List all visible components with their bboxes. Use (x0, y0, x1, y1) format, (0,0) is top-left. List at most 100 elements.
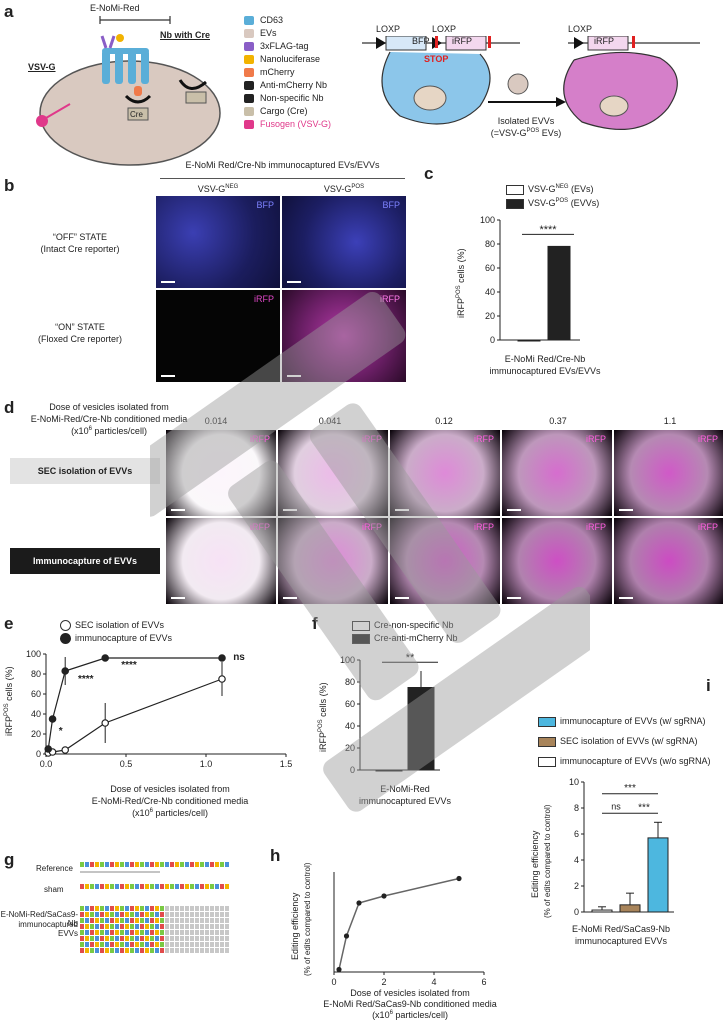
seq-base (210, 918, 214, 923)
seq-base (225, 912, 229, 917)
seq-base (180, 942, 184, 947)
dose-title-2: E-NoMi-Red/Cre-Nb conditioned media (30, 414, 188, 424)
seq-base (150, 942, 154, 947)
row-label-immuno: Immunocapture of EVVs (10, 548, 160, 574)
seq-base (215, 906, 219, 911)
seq-base (135, 918, 139, 923)
legend-a-item: Non-specific Nb (244, 92, 354, 105)
chart-e-xlabel-2: E-NoMi-Red/Cre-Nb conditioned media (91, 796, 249, 806)
chart-c-ylabel: iRFPPOS cells (%) (456, 248, 466, 318)
seq-base (140, 906, 144, 911)
seq-base (165, 918, 169, 923)
seq-base (90, 936, 94, 941)
seq-base (85, 884, 89, 889)
y-tick-label: 20 (485, 311, 495, 321)
seq-base (185, 930, 189, 935)
seq-base (200, 918, 204, 923)
seq-base (85, 924, 89, 929)
seq-base (225, 936, 229, 941)
seq-base (215, 884, 219, 889)
seq-base (130, 906, 134, 911)
seq-base (180, 930, 184, 935)
seq-base (170, 924, 174, 929)
chart-c-xlabel-1: E-NoMi Red/Cre-Nb (504, 354, 586, 364)
seq-base (80, 942, 84, 947)
seq-base (205, 862, 209, 867)
seq-base (150, 948, 154, 953)
seq-base (225, 924, 229, 929)
seq-base (120, 924, 124, 929)
seq-base (105, 948, 109, 953)
seq-base (200, 942, 204, 947)
isolated-evvs-label: Isolated EVVs (497, 116, 555, 126)
seq-base (180, 906, 184, 911)
seq-base (175, 906, 179, 911)
micrograph-dose: iRFP (614, 518, 723, 604)
seq-base (140, 942, 144, 947)
seq-base (90, 884, 94, 889)
seq-base (165, 862, 169, 867)
panel-label-c: c (424, 164, 434, 183)
seq-base (140, 930, 144, 935)
seq-base (120, 948, 124, 953)
panel-b-header-line (160, 178, 405, 179)
seq-base (115, 942, 119, 947)
chart-c: 0 20 40 60 80 100 **** (480, 215, 580, 345)
cre-label: Cre (130, 110, 143, 119)
y-tick-label: 100 (480, 215, 495, 225)
seq-base (165, 912, 169, 917)
seq-base (200, 948, 204, 953)
sig-label: *** (638, 803, 650, 814)
chart-f-xlabel-1: E-NoMi-Red (380, 784, 430, 794)
seq-base (150, 884, 154, 889)
seq-base (155, 924, 159, 929)
panel-label-b: b (4, 176, 15, 195)
bar (547, 245, 571, 341)
seq-base (160, 884, 164, 889)
seq-base (130, 884, 134, 889)
seq-base (220, 862, 224, 867)
y-tick-label: 8 (574, 803, 579, 813)
sig-label: **** (539, 224, 557, 236)
seq-base (145, 862, 149, 867)
seq-base (130, 862, 134, 867)
seq-base (80, 906, 84, 911)
seq-base (115, 936, 119, 941)
seq-base (80, 862, 84, 867)
seq-base (220, 884, 224, 889)
seq-base (85, 942, 89, 947)
data-point (218, 675, 226, 683)
seq-base (185, 862, 189, 867)
panel-label-f: f (312, 614, 318, 633)
legend-a-item: Cargo (Cre) (244, 105, 354, 118)
seq-base (125, 936, 129, 941)
bar (591, 909, 613, 913)
seq-base (180, 918, 184, 923)
seq-base (105, 930, 109, 935)
dose-label: 0.37 (549, 416, 567, 426)
seq-base (140, 924, 144, 929)
bar (619, 904, 641, 913)
seq-base (225, 862, 229, 867)
seq-base (160, 924, 164, 929)
y-tick-label: 20 (345, 743, 355, 753)
seq-base (180, 936, 184, 941)
seq-base (205, 918, 209, 923)
seq-base (110, 936, 114, 941)
seq-base (85, 918, 89, 923)
seq-base (135, 924, 139, 929)
x-tick-label: 4 (431, 977, 436, 987)
legend-swatch-icon (244, 120, 254, 130)
seq-row-treated-1: E-NoMi-Red/SaCas9-Nb (0, 910, 78, 928)
seq-base (195, 930, 199, 935)
y-tick-label: 20 (31, 729, 41, 739)
seq-base (85, 948, 89, 953)
seq-base (100, 884, 104, 889)
seq-base (90, 906, 94, 911)
data-point (356, 900, 362, 906)
seq-base (190, 912, 194, 917)
data-point (218, 654, 226, 662)
y-tick-label: 80 (345, 677, 355, 687)
